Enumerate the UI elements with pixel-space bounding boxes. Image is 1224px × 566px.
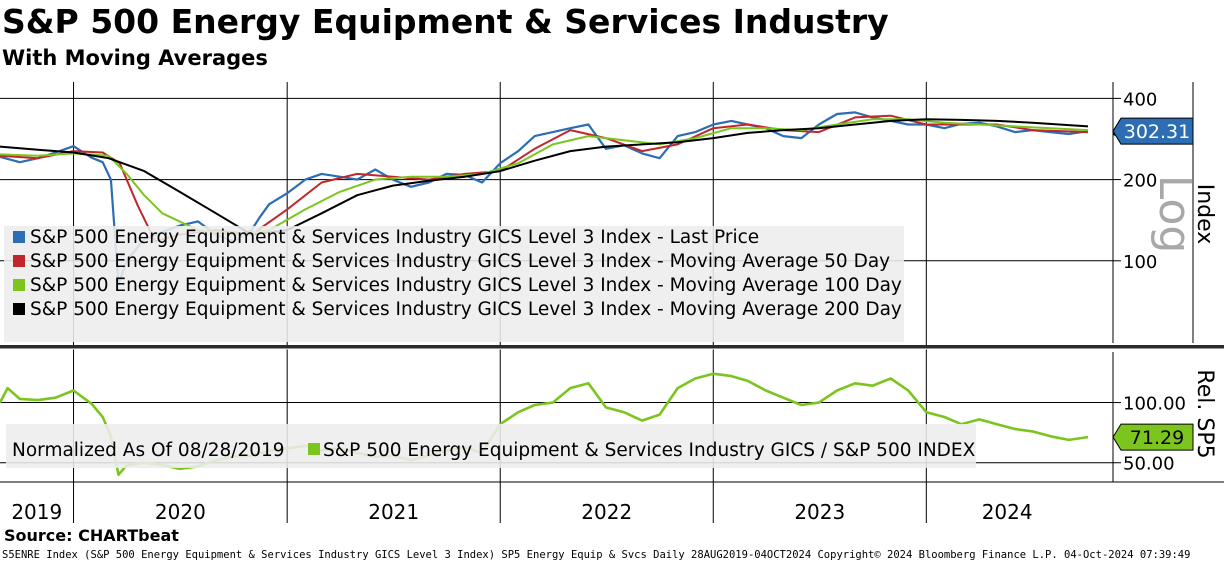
lower-tick-label: 100.00	[1123, 394, 1186, 415]
last-value-text: 302.31	[1124, 121, 1190, 143]
legend-box	[6, 424, 976, 468]
x-tick-label: 2021	[368, 500, 419, 524]
lower-axis-title: Rel. SP5	[1192, 369, 1217, 458]
legend-swatch	[13, 303, 25, 315]
last-value-text: 71.29	[1130, 427, 1184, 449]
legend-entry: S&P 500 Energy Equipment & Services Indu…	[30, 251, 890, 272]
chart-subtitle: With Moving Averages	[2, 46, 268, 70]
x-tick-label: 2023	[794, 500, 845, 524]
chart-area: S&P 500 Energy Equipment & Services Indu…	[0, 82, 1224, 524]
legend-swatch	[308, 443, 320, 455]
chart-title: S&P 500 Energy Equipment & Services Indu…	[2, 2, 889, 41]
log-scale-label: Log	[1149, 175, 1200, 254]
x-tick-label: 2020	[155, 500, 206, 524]
x-tick-label: 2022	[581, 500, 632, 524]
x-tick-label: 2019	[11, 500, 62, 524]
lower-legend: Normalized As Of 08/28/2019 S&P 500 Energ…	[6, 424, 976, 468]
lower-tick-label: 50.00	[1123, 454, 1175, 475]
upper-tick-label: 100	[1123, 252, 1157, 273]
legend-normalized-note: Normalized As Of 08/28/2019	[12, 440, 285, 461]
legend-swatch	[13, 279, 25, 291]
legend-entry: S&P 500 Energy Equipment & Services Indu…	[30, 227, 759, 248]
legend-entry: S&P 500 Energy Equipment & Services Indu…	[30, 299, 902, 320]
upper-last-value-tag: 302.31	[1112, 117, 1194, 145]
upper-axis-title: Index	[1192, 184, 1217, 245]
x-tick-label: 2024	[982, 500, 1033, 524]
legend-box	[4, 226, 904, 342]
legend-swatch	[13, 255, 25, 267]
lower-last-value-tag: 71.29	[1112, 423, 1194, 451]
legend-swatch	[13, 231, 25, 243]
legend-entry: S&P 500 Energy Equipment & Services Indu…	[30, 275, 902, 296]
chart-frame	[0, 82, 1224, 483]
series-line	[0, 118, 1089, 236]
axes: 100 200 400 50.00 100.00 2019 2020 2021 2022 2023…	[11, 89, 1217, 524]
series-line	[0, 118, 1089, 236]
upper-legend: S&P 500 Energy Equipment & Services Indu…	[4, 226, 904, 342]
upper-tick-label: 200	[1123, 171, 1157, 192]
legend-entry: S&P 500 Energy Equipment & Services Indu…	[323, 440, 976, 461]
source-note: Source: CHARTbeat	[4, 526, 179, 545]
upper-tick-label: 400	[1123, 89, 1157, 110]
footer-note: S5ENRE Index (S&P 500 Energy Equipment &…	[2, 549, 1191, 561]
